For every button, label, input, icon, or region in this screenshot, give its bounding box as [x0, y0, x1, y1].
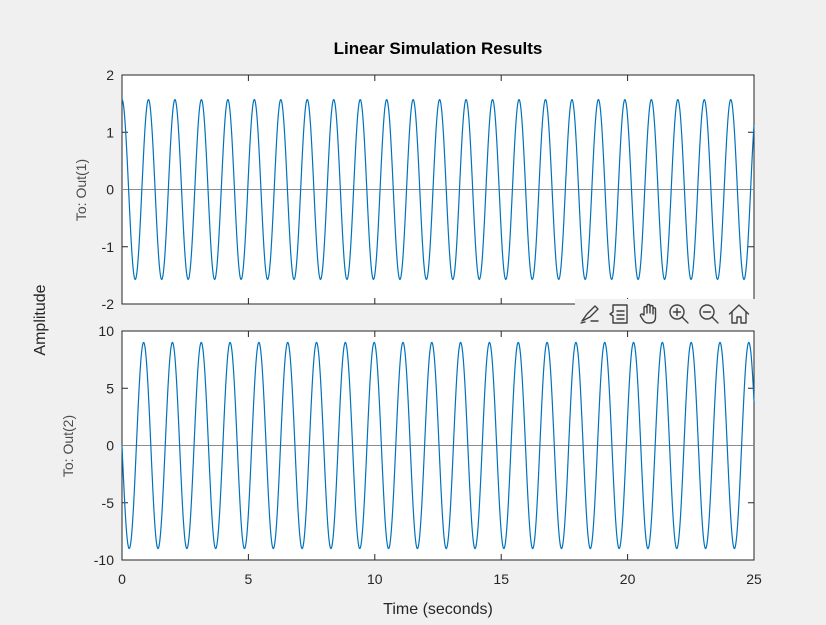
x-axis-ticks: 0 5 10 15 20 25 — [118, 571, 762, 587]
subplot-out1-label: To: Out(1) — [73, 159, 89, 221]
brush-icon — [580, 305, 599, 324]
zoom-in-icon — [669, 304, 689, 324]
series-line-out1 — [121, 98, 755, 281]
pan-button[interactable] — [637, 302, 661, 326]
home-icon — [728, 304, 750, 324]
data-tips-icon — [609, 304, 628, 324]
subplot-out2: -10 -5 0 5 10 To: Out(2) — [60, 323, 755, 568]
subplot-out1-y-tick-label: -2 — [102, 296, 115, 312]
subplot-out2-y-tick-label: -10 — [94, 552, 114, 568]
subplot-out2-y-tick-label: 0 — [106, 438, 114, 454]
subplot-out1-y-tick-label: 0 — [106, 182, 114, 198]
zoom-out-button[interactable] — [697, 302, 721, 326]
y-axis-label: Amplitude — [32, 284, 49, 355]
zoom-in-button[interactable] — [667, 302, 691, 326]
x-tick-label: 15 — [493, 571, 509, 587]
subplot-out2-y-tick-label: 10 — [98, 323, 114, 339]
subplot-out2-label: To: Out(2) — [60, 415, 76, 477]
x-axis-label: Time (seconds) — [383, 601, 493, 618]
pan-hand-icon — [639, 303, 657, 324]
x-tick-label: 0 — [118, 571, 126, 587]
brush-button[interactable] — [578, 302, 602, 326]
subplot-out2-y-tick-label: 5 — [106, 380, 114, 396]
subplot-out1-y-tick-label: 1 — [106, 124, 114, 140]
x-tick-label: 20 — [620, 571, 636, 587]
chart-title: Linear Simulation Results — [334, 39, 543, 58]
subplot-out2-y-ticks: -10 -5 0 5 10 — [94, 323, 755, 568]
zoom-out-icon — [699, 304, 719, 324]
subplot-out1-y-tick-label: -1 — [102, 239, 115, 255]
axes-toolbar-background — [575, 299, 755, 329]
subplot-out1-y-tick-label: 2 — [106, 67, 114, 83]
axes-toolbar — [575, 299, 755, 329]
data-tips-button[interactable] — [607, 302, 631, 326]
x-tick-label: 10 — [367, 571, 383, 587]
subplot-out1: -2 -1 0 1 2 To: Out(1) — [73, 67, 755, 312]
subplot-out2-y-tick-label: -5 — [102, 495, 115, 511]
series-line-out2 — [121, 341, 755, 550]
x-tick-label: 5 — [245, 571, 253, 587]
x-tick-label: 25 — [746, 571, 762, 587]
restore-view-button[interactable] — [727, 302, 751, 326]
